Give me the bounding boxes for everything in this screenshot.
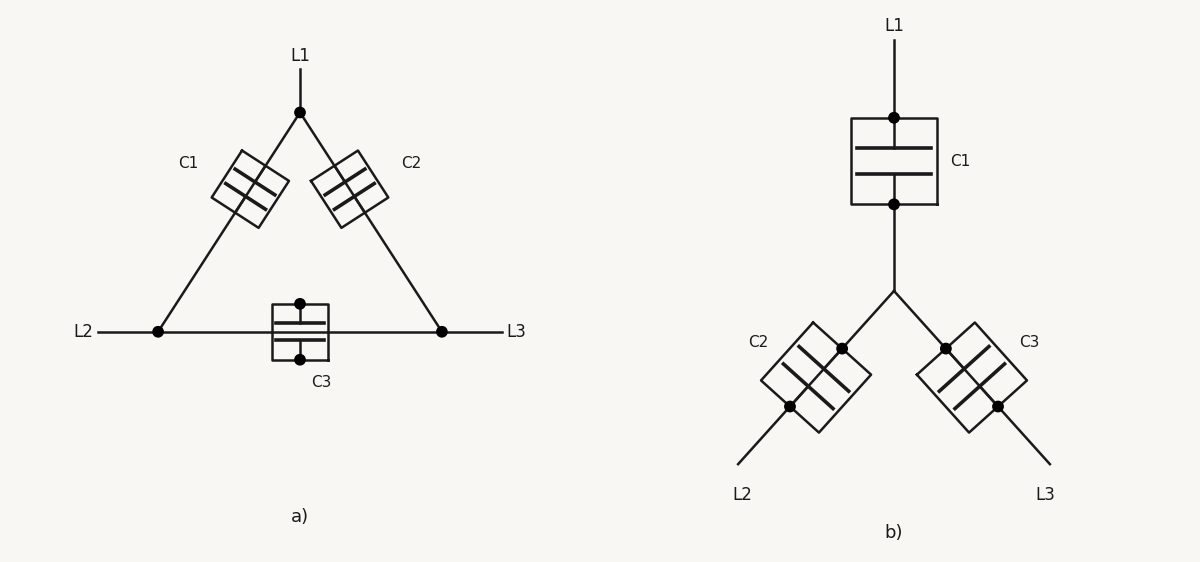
Circle shape [437,327,448,337]
Circle shape [941,343,952,354]
Circle shape [295,298,305,309]
Text: C2: C2 [401,156,421,171]
Circle shape [836,343,847,354]
Text: a): a) [290,507,310,525]
Text: L2: L2 [73,323,94,341]
Text: L1: L1 [884,17,904,35]
Circle shape [295,107,305,117]
Text: L2: L2 [732,486,752,504]
Text: C3: C3 [1020,336,1040,351]
Text: C3: C3 [311,375,331,390]
Circle shape [295,355,305,365]
Circle shape [785,401,796,412]
Text: L3: L3 [506,323,527,341]
Text: L3: L3 [1036,486,1056,504]
Text: C2: C2 [748,336,768,351]
Circle shape [889,112,899,123]
Text: L1: L1 [290,47,310,65]
Text: b): b) [884,524,904,542]
Text: C1: C1 [950,153,971,169]
Text: C1: C1 [179,156,199,171]
Circle shape [152,327,163,337]
Circle shape [889,199,899,210]
Circle shape [992,401,1003,412]
